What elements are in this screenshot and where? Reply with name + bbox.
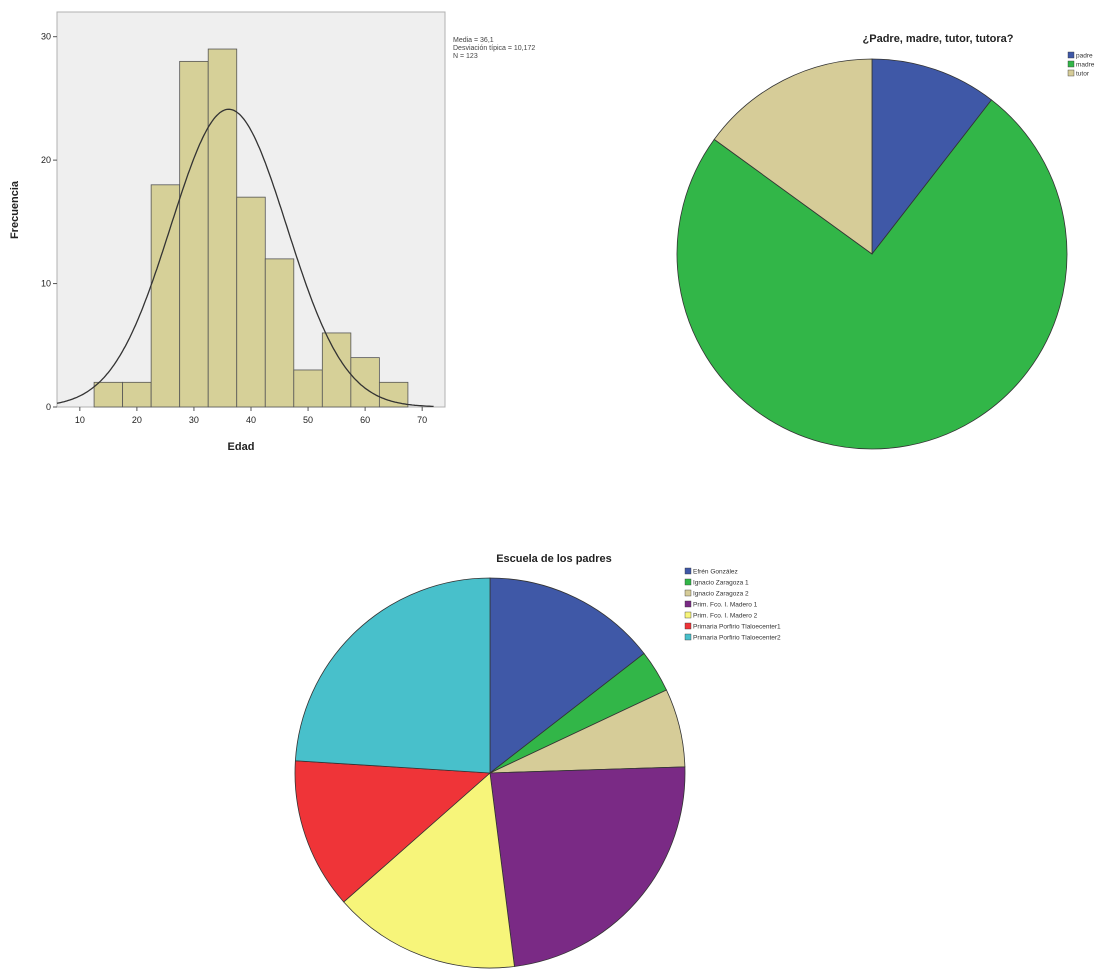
- x-axis-ticks: 10 20 30 40 50 60 70: [75, 407, 427, 425]
- legend-swatch: [684, 622, 692, 630]
- legend-label: Prim. Fco. I. Madero 2: [693, 613, 758, 620]
- pie-slice: [489, 577, 645, 774]
- x-tick-label: 40: [246, 415, 256, 425]
- y-tick-label: 20: [41, 155, 51, 165]
- x-tick-label: 20: [132, 415, 142, 425]
- legend-label: Ignacio Zaragoza 2: [693, 591, 749, 598]
- x-tick-label: 60: [360, 415, 370, 425]
- legend-swatch: [684, 633, 692, 641]
- histogram-bar: [350, 357, 380, 408]
- y-tick-label: 30: [41, 32, 51, 42]
- histogram-bar: [264, 258, 295, 408]
- pie2-legend: Efrén González Ignacio Zaragoza 1 Ignacio …: [684, 567, 781, 642]
- histogram-bar: [293, 369, 323, 408]
- legend-swatch: [684, 578, 692, 586]
- pie1-slices: [676, 58, 1068, 450]
- normal-curve: [56, 108, 434, 408]
- legend-label: padre: [1076, 53, 1093, 60]
- histogram-bars: [93, 48, 409, 408]
- legend-swatch: [684, 611, 692, 619]
- pie2-title: Escuela de los padres: [496, 553, 612, 565]
- legend-label: Primaria Porfirio Tlaloecenter2: [693, 635, 781, 642]
- histogram-bar: [321, 332, 352, 408]
- histogram-bar: [207, 48, 238, 408]
- pie2-slices: [294, 577, 686, 969]
- legend-label: Prim. Fco. I. Madero 1: [693, 602, 758, 609]
- pie-slice: [676, 99, 1068, 450]
- stat-mean: Media = 36,1: [453, 37, 494, 44]
- y-axis-label: Frecuencia: [9, 180, 21, 239]
- pie-slice: [713, 58, 873, 255]
- legend-swatch: [684, 589, 692, 597]
- legend-swatch: [1067, 69, 1075, 77]
- legend-label: Primaria Porfirio Tlaloecenter1: [693, 624, 781, 631]
- histogram-bar: [122, 381, 152, 408]
- pie-slice: [294, 760, 491, 903]
- pie-slice: [489, 766, 686, 967]
- y-tick-label: 10: [41, 279, 51, 289]
- legend-label: Ignacio Zaragoza 1: [693, 580, 749, 587]
- legend-label: Efrén González: [693, 569, 738, 576]
- legend-swatch: [684, 567, 692, 575]
- histogram-bar: [179, 60, 209, 408]
- legend-swatch: [1067, 51, 1075, 59]
- legend-label: tutor: [1076, 71, 1090, 78]
- legend-swatch: [1067, 60, 1075, 68]
- histogram-bar: [236, 196, 266, 408]
- pie-chart-padre-madre: ¿Padre, madre, tutor, tutora? padre madre…: [676, 33, 1095, 450]
- pie-slice: [343, 772, 515, 969]
- x-tick-label: 10: [75, 415, 85, 425]
- histogram-bar: [150, 184, 181, 408]
- histogram-chart: 10 20 30 40 50 60 70 0 10 20 30 Edad Frecuencia M…: [9, 11, 535, 453]
- pie-chart-escuela: Escuela de los padres Efrén González Igna…: [294, 553, 781, 969]
- y-axis-ticks: 0 10 20 30: [41, 32, 57, 412]
- histogram-bar: [378, 381, 409, 408]
- pie1-title: ¿Padre, madre, tutor, tutora?: [863, 33, 1014, 45]
- legend-swatch: [684, 600, 692, 608]
- histogram-bar: [93, 381, 124, 408]
- x-tick-label: 50: [303, 415, 313, 425]
- legend-label: madre: [1076, 62, 1095, 69]
- x-axis-label: Edad: [228, 441, 255, 453]
- pie1-legend: padre madre tutor: [1067, 51, 1095, 78]
- x-tick-label: 30: [189, 415, 199, 425]
- y-tick-label: 0: [46, 402, 51, 412]
- stat-n: N = 123: [453, 53, 478, 60]
- x-tick-label: 70: [417, 415, 427, 425]
- pie-slice: [294, 577, 491, 774]
- pie-slice: [871, 58, 993, 256]
- stat-std-dev: Desviación típica = 10,172: [453, 45, 535, 52]
